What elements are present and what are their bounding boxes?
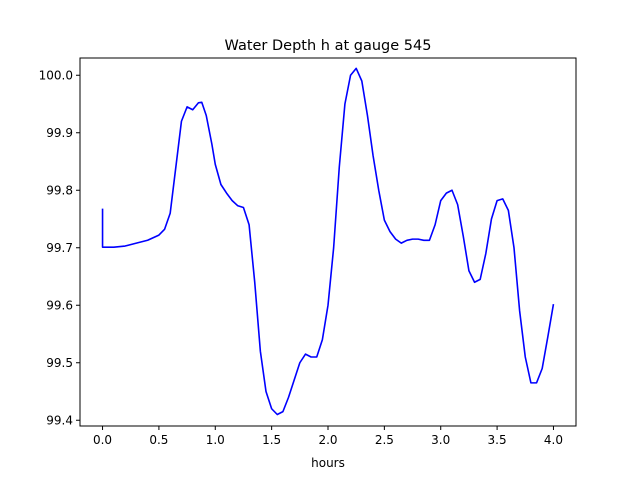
x-tick-label: 1.5	[262, 433, 281, 447]
y-tick-label: 99.6	[46, 298, 73, 312]
y-tick-label: 99.9	[46, 126, 73, 140]
plot-area: 0.0 0.5 1.0 1.5 2.0 2.5 3.0 3.5 4.0 99.4 99.5 99.6 9…	[39, 57, 577, 447]
x-tick-label: 3.5	[488, 433, 507, 447]
x-tick-label: 0.5	[149, 433, 168, 447]
series-line-0	[101, 67, 555, 416]
y-tick-label: 99.8	[46, 183, 73, 197]
y-tick-label: 100.0	[39, 68, 73, 82]
x-tick-label: 3.0	[431, 433, 450, 447]
y-tick-label: 99.4	[46, 413, 73, 427]
y-tick-label: 99.5	[46, 356, 73, 370]
x-tick-label: 1.0	[206, 433, 225, 447]
x-tick-label: 0.0	[93, 433, 112, 447]
chart-title: Water Depth h at gauge 545	[225, 38, 432, 54]
x-axis-label: hours	[311, 456, 345, 470]
y-tick-label: 99.7	[46, 241, 73, 255]
x-tick-label: 4.0	[544, 433, 563, 447]
x-tick-label: 2.0	[318, 433, 337, 447]
x-tick-label: 2.5	[375, 433, 394, 447]
